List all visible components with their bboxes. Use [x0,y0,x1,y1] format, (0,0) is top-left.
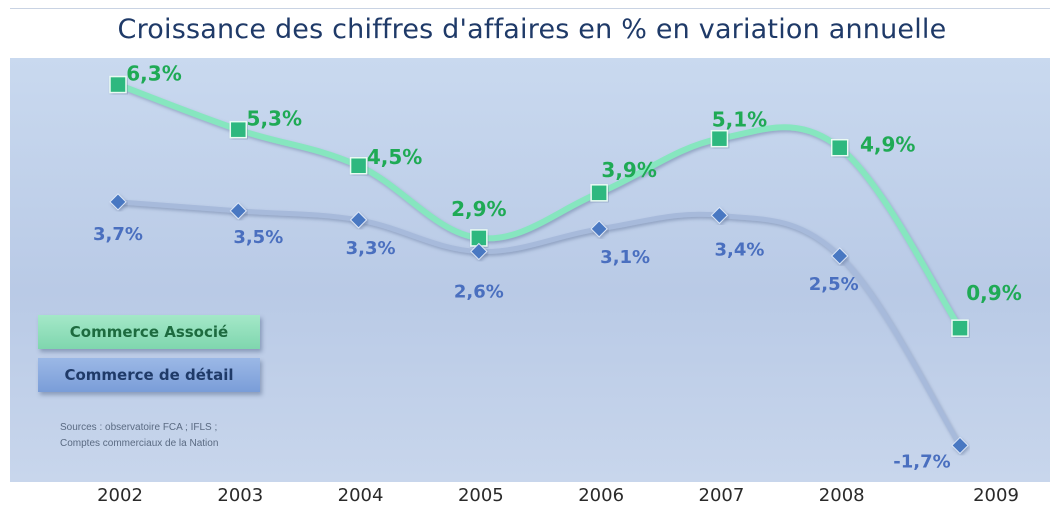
x-tick-label-2006: 2006 [578,485,624,506]
data-label-commerce-associe-2009: 0,9% [966,281,1021,305]
marker-commerce-de-detail-2006 [590,220,608,238]
marker-commerce-de-detail-2007 [710,206,729,225]
legend-item-commerce-associe: Commerce Associé [38,315,260,349]
data-label-commerce-de-detail-2005: 2,6% [454,281,504,302]
data-label-commerce-associe-2007: 5,1% [712,108,767,132]
marker-commerce-associe-2009 [951,319,969,337]
marker-commerce-associe-2006 [590,184,608,202]
marker-commerce-associe-2004 [349,157,368,175]
data-label-commerce-de-detail-2006: 3,1% [600,247,650,268]
marker-commerce-de-detail-2008 [831,247,849,265]
data-label-commerce-associe-2002: 6,3% [126,62,181,86]
marker-commerce-de-detail-2004 [349,211,368,229]
legend-item-commerce-de-detail: Commerce de détail [38,358,260,392]
x-tick-label-2003: 2003 [217,485,263,506]
x-tick-label-2004: 2004 [338,485,384,506]
source-line-1: Sources : observatoire FCA ; IFLS ; [60,422,218,433]
x-tick-label-2008: 2008 [819,485,865,506]
data-label-commerce-de-detail-2002: 3,7% [93,224,143,245]
marker-commerce-associe-2002 [109,75,127,94]
plot-background [10,58,1050,482]
marker-commerce-de-detail-2009 [951,436,969,455]
x-axis-area [10,482,1050,512]
data-label-commerce-associe-2005: 2,9% [451,197,506,221]
marker-commerce-de-detail-2005 [470,242,488,261]
marker-commerce-associe-2008 [830,138,849,157]
data-label-commerce-associe-2006: 3,9% [601,158,656,182]
source-note: Sources : observatoire FCA ; IFLS ; Comp… [60,420,290,452]
chart-title: Croissance des chiffres d'affaires en % … [117,14,947,45]
data-label-commerce-associe-2008: 4,9% [860,133,915,157]
data-label-commerce-de-detail-2007: 3,4% [714,239,764,260]
x-tick-label-2009: 2009 [973,485,1019,506]
marker-commerce-de-detail-2003 [229,202,247,220]
top-divider [10,8,1050,9]
x-tick-label-2005: 2005 [458,485,504,506]
data-label-commerce-de-detail-2009: -1,7% [893,451,950,472]
data-label-commerce-de-detail-2008: 2,5% [809,274,859,295]
data-label-commerce-associe-2004: 4,5% [367,145,422,169]
x-tick-label-2007: 2007 [699,485,745,506]
marker-commerce-de-detail-2002 [109,193,127,211]
source-line-2: Comptes commerciaux de la Nation [60,438,219,449]
data-label-commerce-de-detail-2004: 3,3% [346,238,396,259]
data-label-commerce-de-detail-2003: 3,5% [233,227,283,248]
data-label-commerce-associe-2003: 5,3% [247,107,302,131]
x-tick-label-2002: 2002 [97,485,143,506]
marker-commerce-associe-2007 [710,129,729,148]
marker-commerce-associe-2003 [229,120,248,139]
